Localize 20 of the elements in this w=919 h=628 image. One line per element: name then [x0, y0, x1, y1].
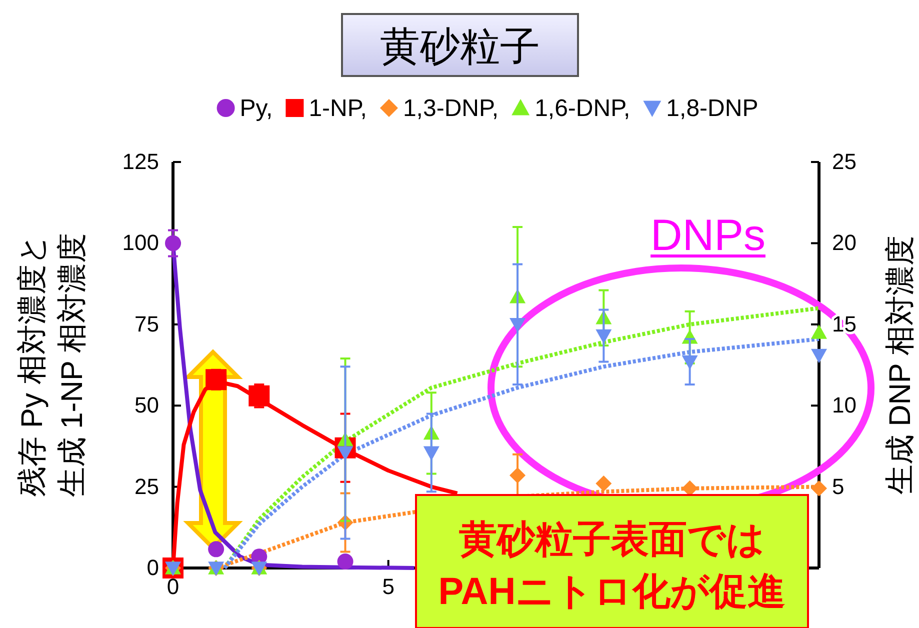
annotation: DNPs — [650, 211, 766, 260]
annotation: 黄砂粒子表面では PAHニトロ化が促進 — [438, 519, 786, 613]
y2-tick-label: 25 — [832, 149, 856, 174]
legend-label: Py, — [240, 95, 273, 122]
y-tick-label: 50 — [134, 392, 159, 418]
legend-label: 1,8-DNP — [666, 95, 758, 122]
y-tick-label: 100 — [122, 230, 159, 256]
legend-label: 1,6-DNP, — [534, 95, 630, 122]
y-tick-label: 75 — [134, 311, 159, 336]
y2-tick-label: 20 — [832, 230, 856, 256]
y2-tick-label: 5 — [832, 474, 844, 499]
y2-axis-title: 生成 DNP 相対濃度 — [884, 235, 917, 495]
legend-label: 1,3-DNP, — [402, 95, 499, 122]
y-tick-label: 25 — [134, 474, 159, 499]
y-tick-label: 125 — [122, 149, 159, 174]
y-tick-label: 0 — [146, 555, 159, 580]
legend-label: 1-NP, — [308, 95, 367, 122]
y2-tick-label: 10 — [832, 392, 856, 418]
y-axis-title: 残存 Py 相対濃度と生成 1-NP 相対濃度 — [16, 232, 89, 498]
chart-title: 黄砂粒子 — [380, 25, 540, 69]
